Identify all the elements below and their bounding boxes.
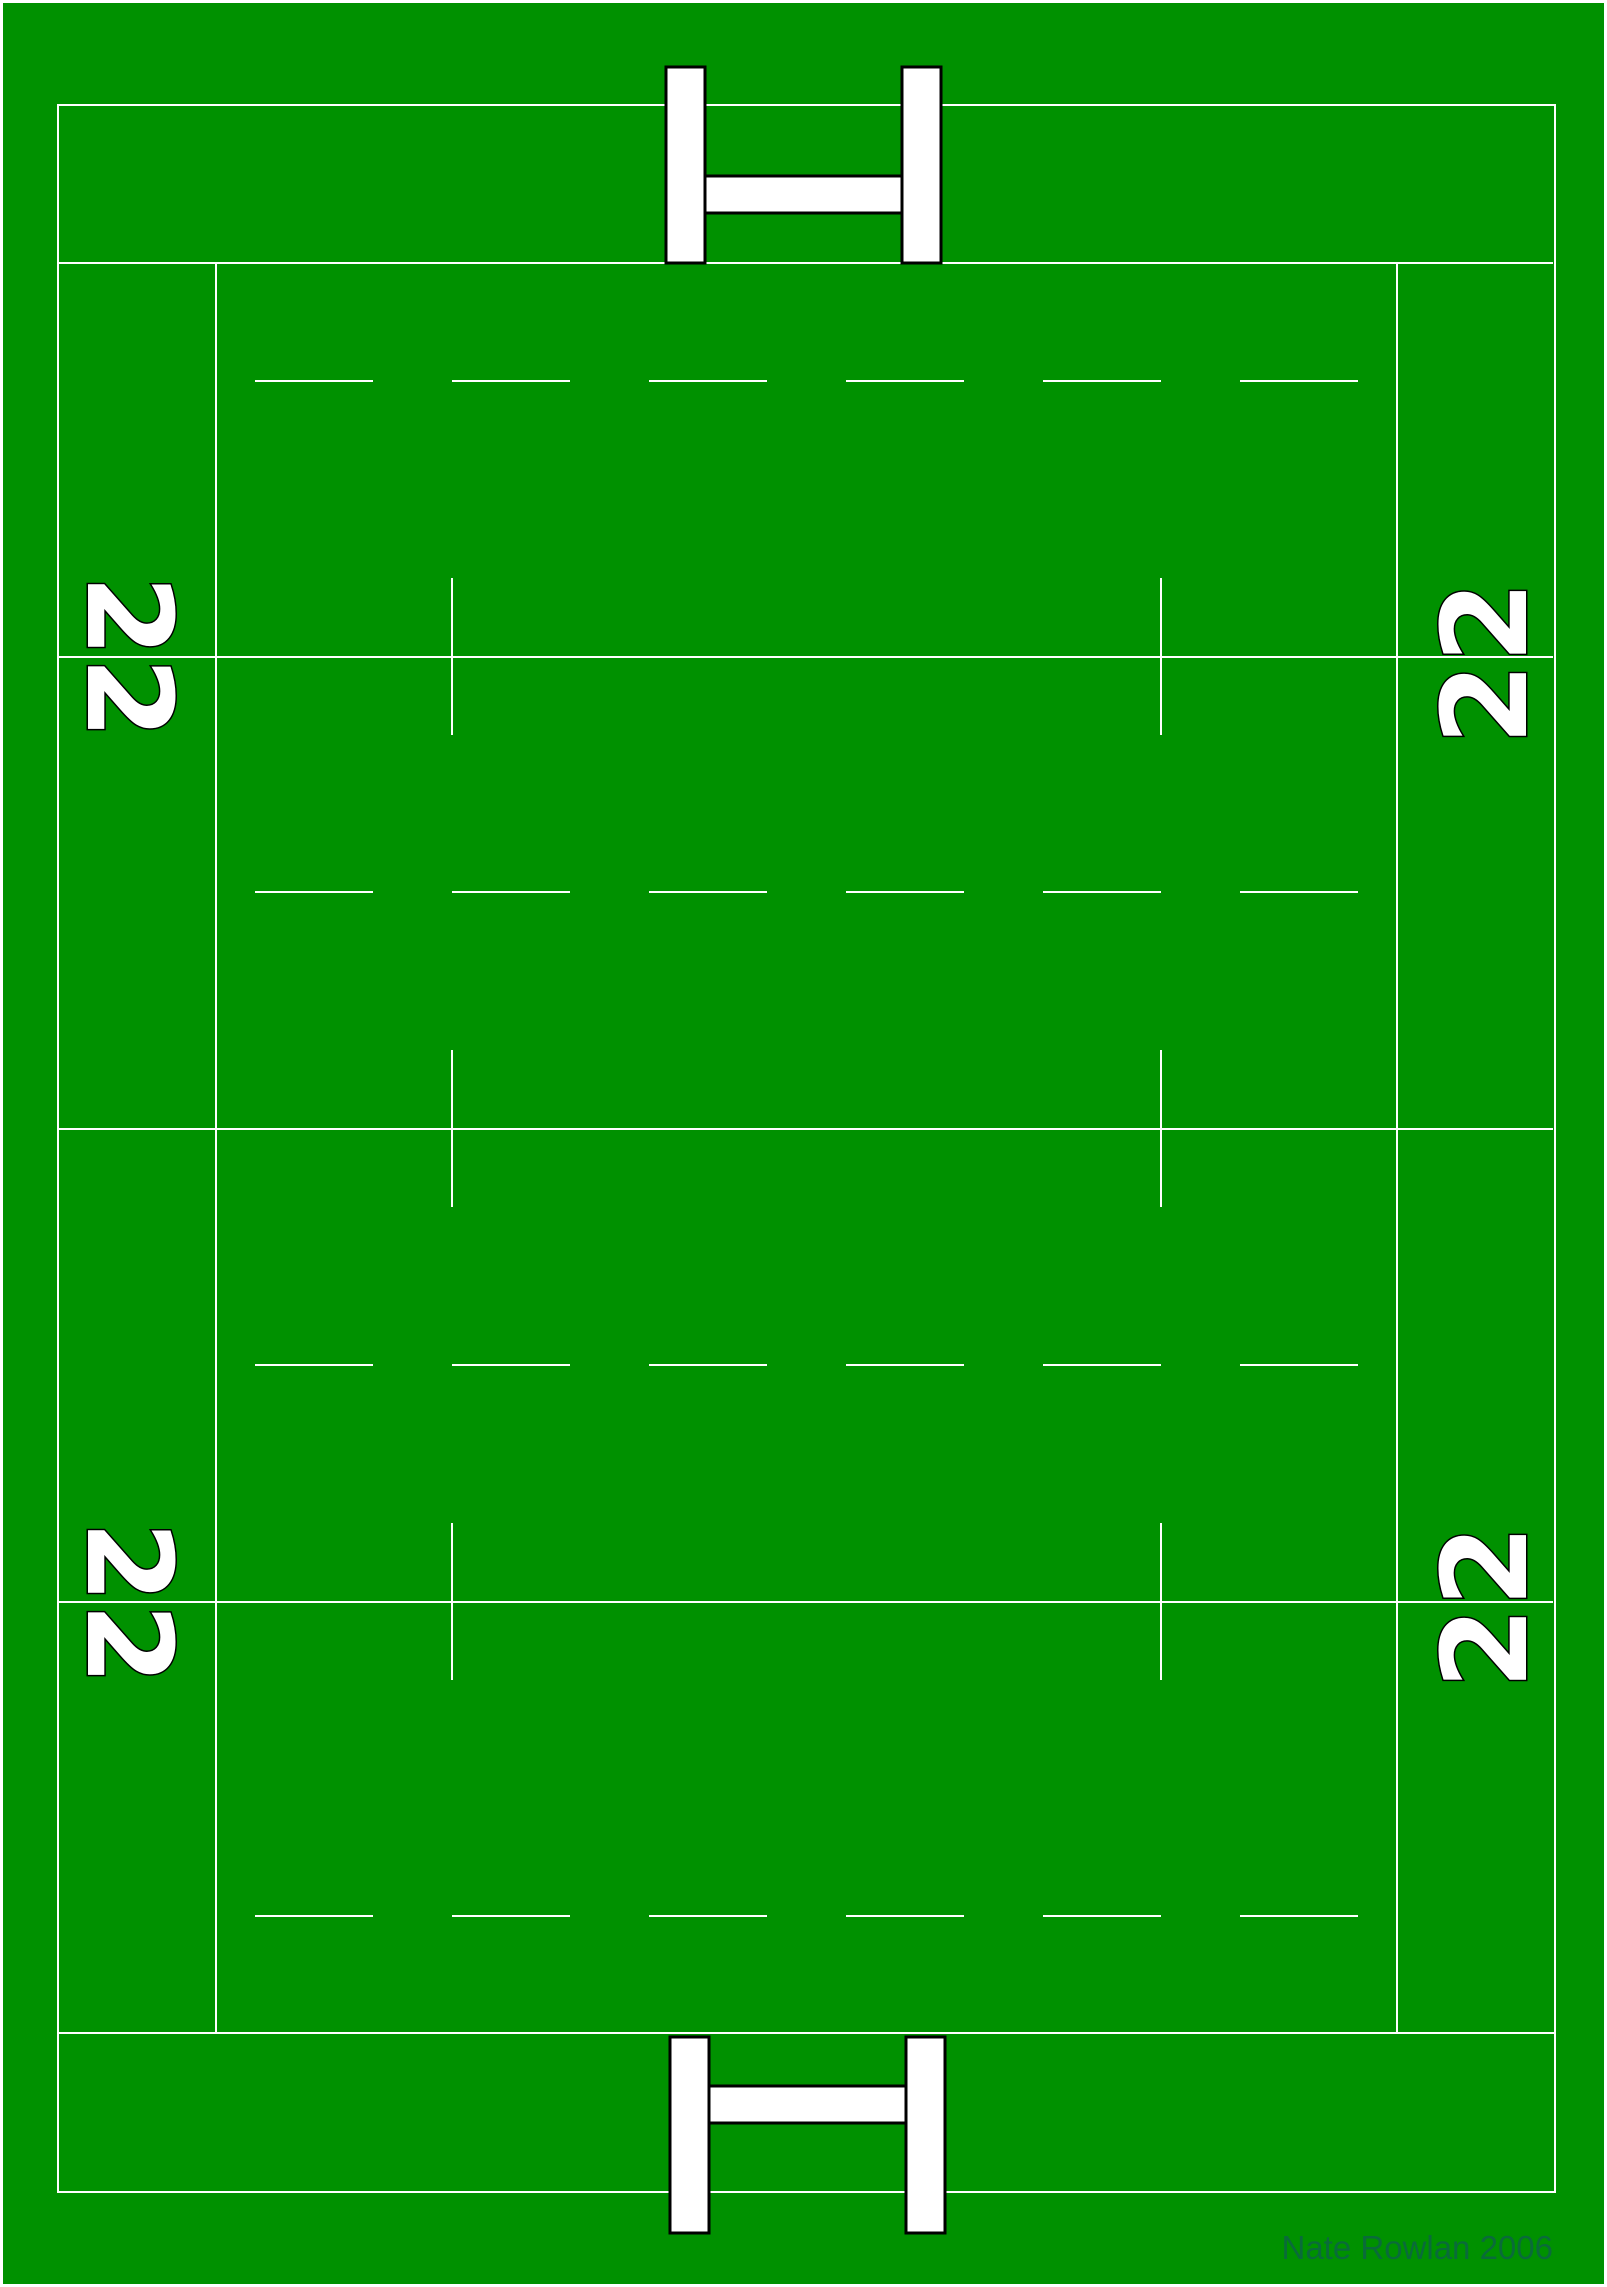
zone-label-bottom-left: 22 — [60, 1521, 198, 1685]
goal-post-bottom-right — [904, 2035, 947, 2235]
goal-post-bottom-left — [668, 2035, 711, 2235]
goal-post-top-left — [664, 65, 707, 265]
author-credit: Nate Rowlan 2006 — [1281, 2229, 1553, 2266]
goal-post-top-right — [900, 65, 943, 265]
goal-posts-bottom — [668, 2035, 947, 2235]
goal-crossbar-bottom — [707, 2084, 908, 2125]
goal-posts-top — [664, 65, 943, 265]
pitch-grass — [3, 3, 1604, 2284]
pitch-boundary — [57, 104, 1556, 2193]
zone-label-top-left: 22 — [60, 575, 198, 739]
zone-label-bottom-right: 22 — [1416, 1525, 1554, 1689]
zone-label-top-right: 22 — [1416, 581, 1554, 745]
hash-marks — [451, 578, 1162, 1680]
goal-crossbar-top — [703, 174, 904, 215]
